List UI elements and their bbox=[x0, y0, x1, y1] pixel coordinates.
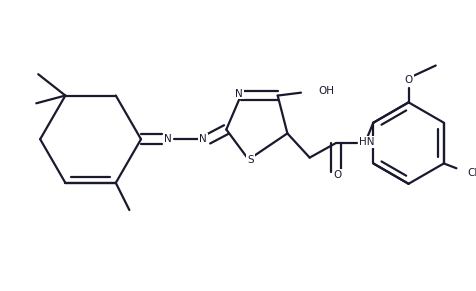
Text: N: N bbox=[164, 134, 172, 144]
Text: OH: OH bbox=[318, 86, 334, 96]
Text: O: O bbox=[404, 75, 412, 85]
Text: N: N bbox=[235, 89, 242, 99]
Text: HN: HN bbox=[358, 137, 374, 147]
Text: N: N bbox=[199, 134, 207, 144]
Text: O: O bbox=[333, 170, 341, 180]
Text: Cl: Cl bbox=[466, 168, 476, 178]
Text: S: S bbox=[247, 155, 253, 164]
